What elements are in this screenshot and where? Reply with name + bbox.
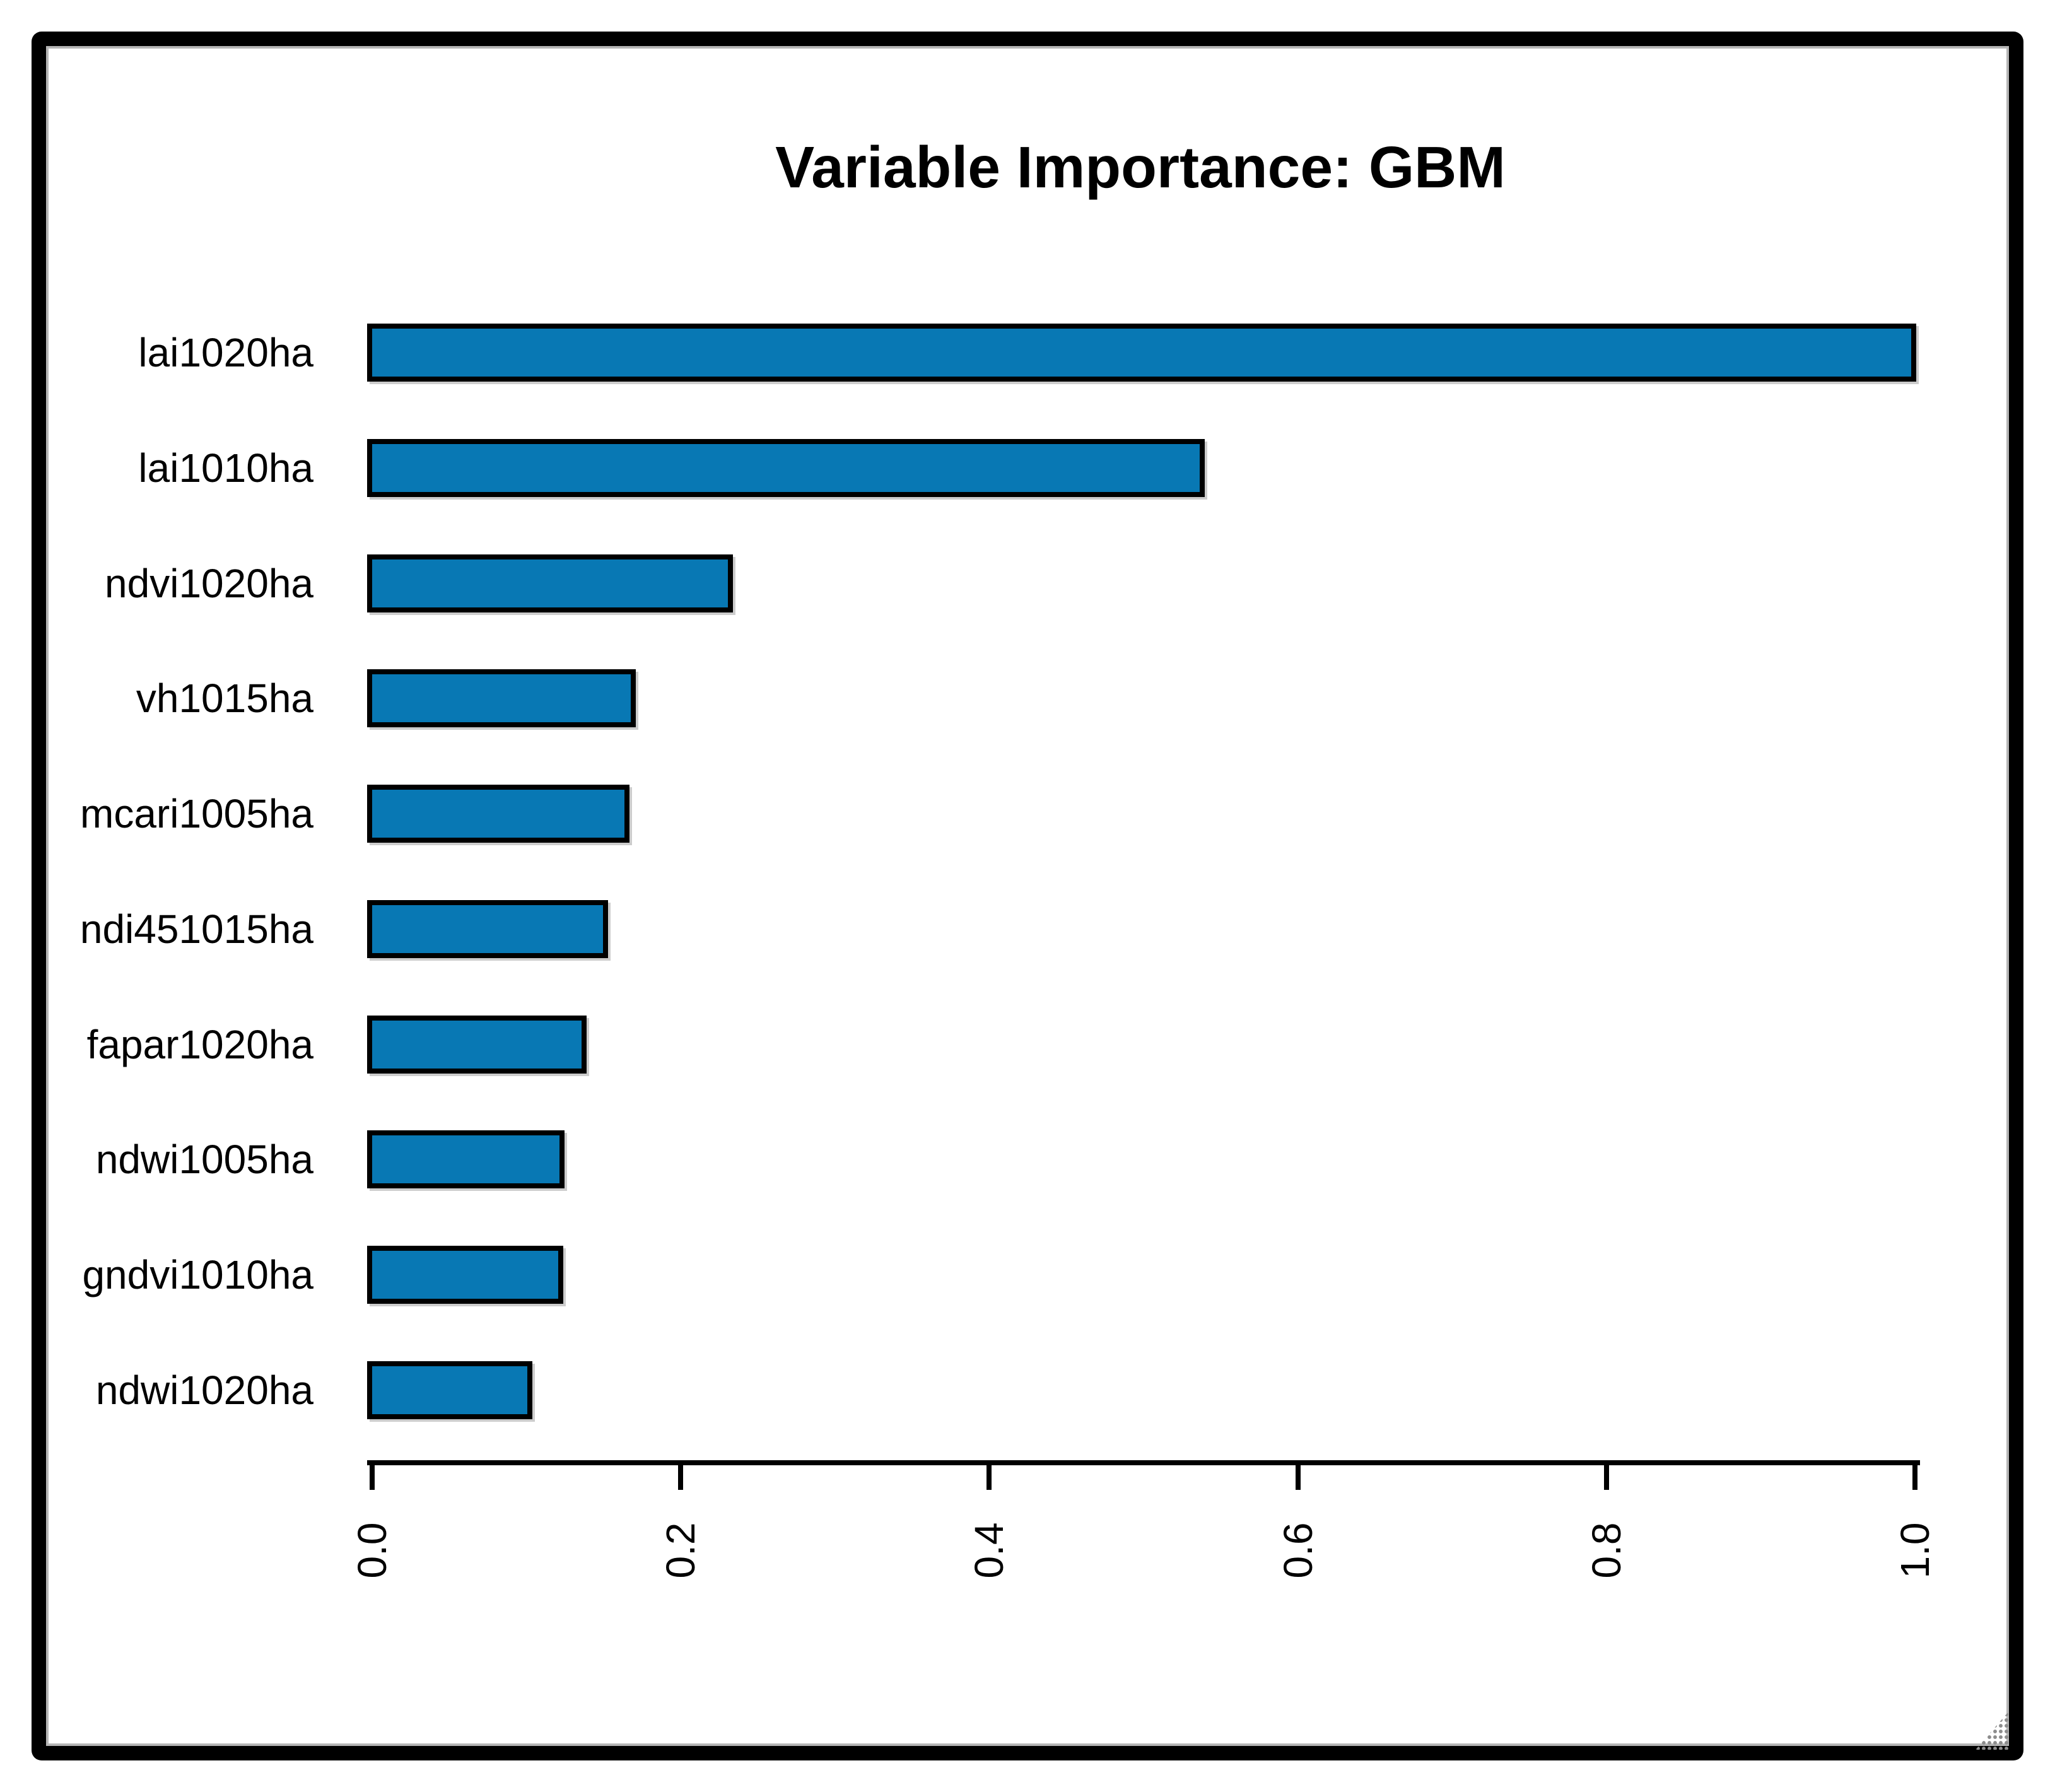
category-label-ndwi1005ha: ndwi1005ha bbox=[95, 1137, 313, 1183]
bar-lai1020ha bbox=[367, 324, 1916, 382]
x-axis-tick-label: 0.6 bbox=[1275, 1522, 1321, 1579]
bar-ndvi1020ha bbox=[367, 554, 733, 612]
chart-title: Variable Importance: GBM bbox=[775, 134, 1506, 200]
bar-vh1015ha bbox=[367, 669, 636, 728]
category-label-lai1010ha: lai1010ha bbox=[138, 445, 313, 491]
bar-ndwi1020ha bbox=[367, 1361, 532, 1419]
x-axis-tick bbox=[1603, 1460, 1609, 1490]
bar-lai1010ha bbox=[367, 438, 1205, 497]
bar-gndvi1010ha bbox=[367, 1246, 563, 1304]
bar-ndwi1005ha bbox=[367, 1130, 565, 1189]
x-axis-tick-label: 0.8 bbox=[1583, 1522, 1629, 1579]
x-axis-tick-label: 0.4 bbox=[966, 1522, 1012, 1579]
category-label-ndi451015ha: ndi451015ha bbox=[79, 906, 313, 952]
category-label-lai1020ha: lai1020ha bbox=[138, 330, 313, 375]
category-label-fapar1020ha: fapar1020ha bbox=[86, 1021, 313, 1067]
x-axis-tick bbox=[987, 1460, 992, 1490]
category-label-gndvi1010ha: gndvi1010ha bbox=[82, 1252, 313, 1297]
x-axis-tick bbox=[1912, 1460, 1917, 1490]
x-axis-tick-label: 0.0 bbox=[349, 1522, 395, 1579]
category-label-ndvi1020ha: ndvi1020ha bbox=[105, 560, 313, 606]
category-label-ndwi1020ha: ndwi1020ha bbox=[95, 1367, 313, 1413]
x-axis-tick bbox=[370, 1460, 375, 1490]
category-label-mcari1005ha: mcari1005ha bbox=[80, 791, 313, 836]
x-axis-tick bbox=[678, 1460, 684, 1490]
x-axis-tick-label: 0.2 bbox=[658, 1522, 704, 1579]
category-label-vh1015ha: vh1015ha bbox=[136, 676, 313, 722]
x-axis-tick-label: 1.0 bbox=[1892, 1522, 1938, 1579]
bar-ndi451015ha bbox=[367, 899, 608, 958]
figure-border bbox=[32, 32, 2023, 1760]
x-axis-line bbox=[367, 1460, 1920, 1465]
bar-fapar1020ha bbox=[367, 1015, 587, 1074]
bar-mcari1005ha bbox=[367, 785, 630, 843]
x-axis-tick bbox=[1295, 1460, 1301, 1490]
